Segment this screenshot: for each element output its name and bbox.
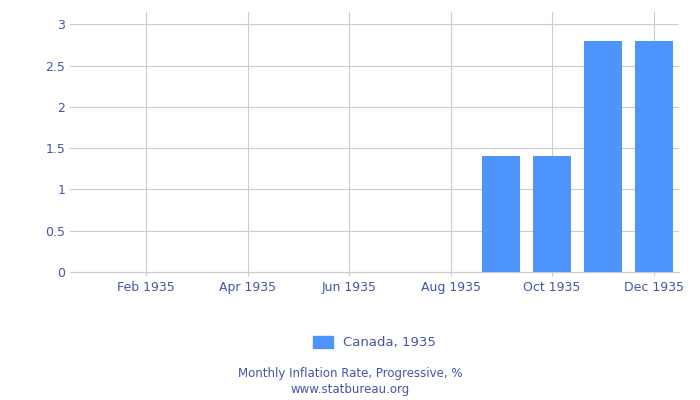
Bar (584, 41, 622, 272)
Bar (533, 156, 571, 272)
Text: www.statbureau.org: www.statbureau.org (290, 384, 410, 396)
Bar (482, 156, 520, 272)
Text: Monthly Inflation Rate, Progressive, %: Monthly Inflation Rate, Progressive, % (238, 368, 462, 380)
Legend: Canada, 1935: Canada, 1935 (307, 330, 442, 354)
Bar (635, 41, 673, 272)
